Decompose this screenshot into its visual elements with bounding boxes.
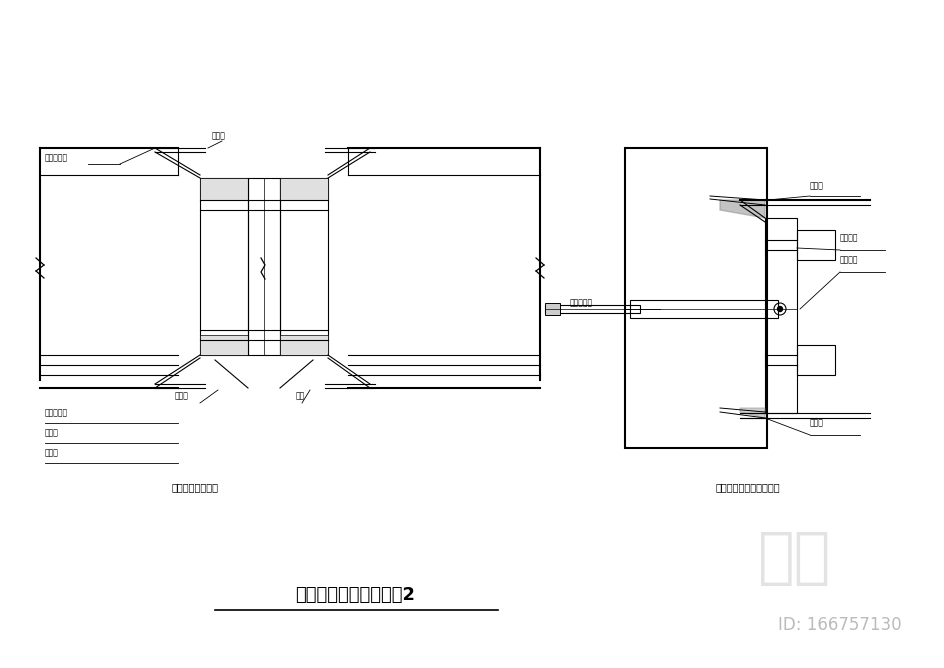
Bar	[545, 303, 560, 315]
Text: 铝合金窗收口节点: 铝合金窗收口节点	[171, 482, 218, 492]
Polygon shape	[739, 408, 765, 418]
Bar	[279, 178, 328, 200]
Bar	[796, 345, 834, 375]
Bar	[765, 218, 796, 413]
Text: 嵌缝胶: 嵌缝胶	[809, 418, 823, 427]
Text: 混凝土墙体: 混凝土墙体	[569, 298, 593, 307]
Text: 密封胶: 密封胶	[211, 131, 226, 140]
Bar	[279, 178, 328, 355]
Bar	[545, 305, 639, 313]
Text: 保温层: 保温层	[45, 448, 59, 457]
Text: 铝合金门窗安装节点图2: 铝合金门窗安装节点图2	[295, 586, 414, 604]
Bar	[200, 178, 247, 355]
Text: 混凝土墙体: 混凝土墙体	[45, 408, 68, 417]
Text: 嵌缝胶: 嵌缝胶	[175, 391, 189, 400]
Text: 外管: 外管	[295, 391, 305, 400]
Text: 密封胶: 密封胶	[809, 181, 823, 190]
Bar	[279, 335, 328, 355]
Text: 知末: 知末	[758, 529, 831, 588]
Bar	[796, 230, 834, 260]
Bar	[247, 178, 279, 355]
Text: 外墙装饰层: 外墙装饰层	[45, 153, 68, 162]
Text: 塑料膨胀: 塑料膨胀	[839, 255, 857, 264]
Text: 铝合金窗与墙体固定节点: 铝合金窗与墙体固定节点	[715, 482, 780, 492]
Bar	[200, 335, 247, 355]
Polygon shape	[719, 200, 765, 218]
Text: 空气层: 空气层	[45, 428, 59, 437]
Bar	[630, 300, 777, 318]
Bar	[624, 148, 767, 448]
Text: 铝合金框: 铝合金框	[839, 233, 857, 242]
Circle shape	[777, 307, 782, 311]
Text: ID: 166757130: ID: 166757130	[777, 616, 901, 634]
Bar	[200, 178, 247, 200]
